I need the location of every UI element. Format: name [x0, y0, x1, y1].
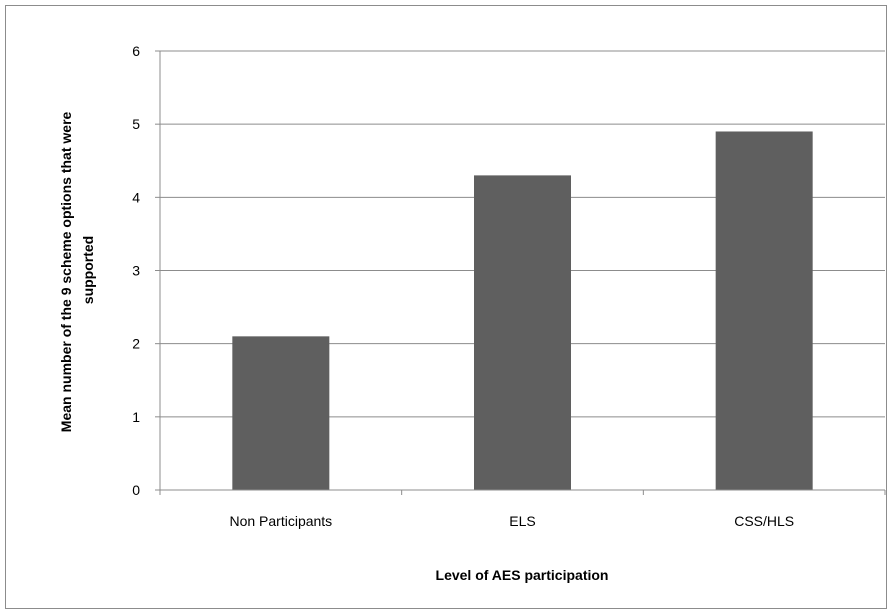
y-axis-title-line-1: Mean number of the 9 scheme options that…	[58, 111, 74, 432]
y-tick-label: 3	[132, 263, 140, 279]
y-tick-label: 2	[132, 336, 140, 352]
y-tick-label: 6	[132, 43, 140, 59]
y-tick-label: 4	[132, 189, 140, 205]
x-tick-label: ELS	[509, 513, 535, 529]
bar-els	[474, 175, 571, 490]
y-axis-title: Mean number of the 9 scheme options that…	[58, 108, 96, 432]
x-tick-label: CSS/HLS	[734, 513, 794, 529]
y-axis-ticks: 0 1 2 3 4 5 6	[132, 43, 160, 498]
x-tick-label: Non Participants	[229, 513, 332, 529]
bars	[232, 131, 813, 490]
y-tick-label: 0	[132, 482, 140, 498]
y-tick-label: 1	[132, 409, 140, 425]
x-axis-title: Level of AES participation	[436, 567, 609, 583]
y-axis-title-line-2: supported	[80, 236, 96, 304]
y-tick-label: 5	[132, 116, 140, 132]
x-axis-ticks: Non Participants ELS CSS/HLS	[159, 490, 886, 529]
bar-non-participants	[232, 336, 330, 490]
bar-css-hls	[715, 131, 813, 490]
